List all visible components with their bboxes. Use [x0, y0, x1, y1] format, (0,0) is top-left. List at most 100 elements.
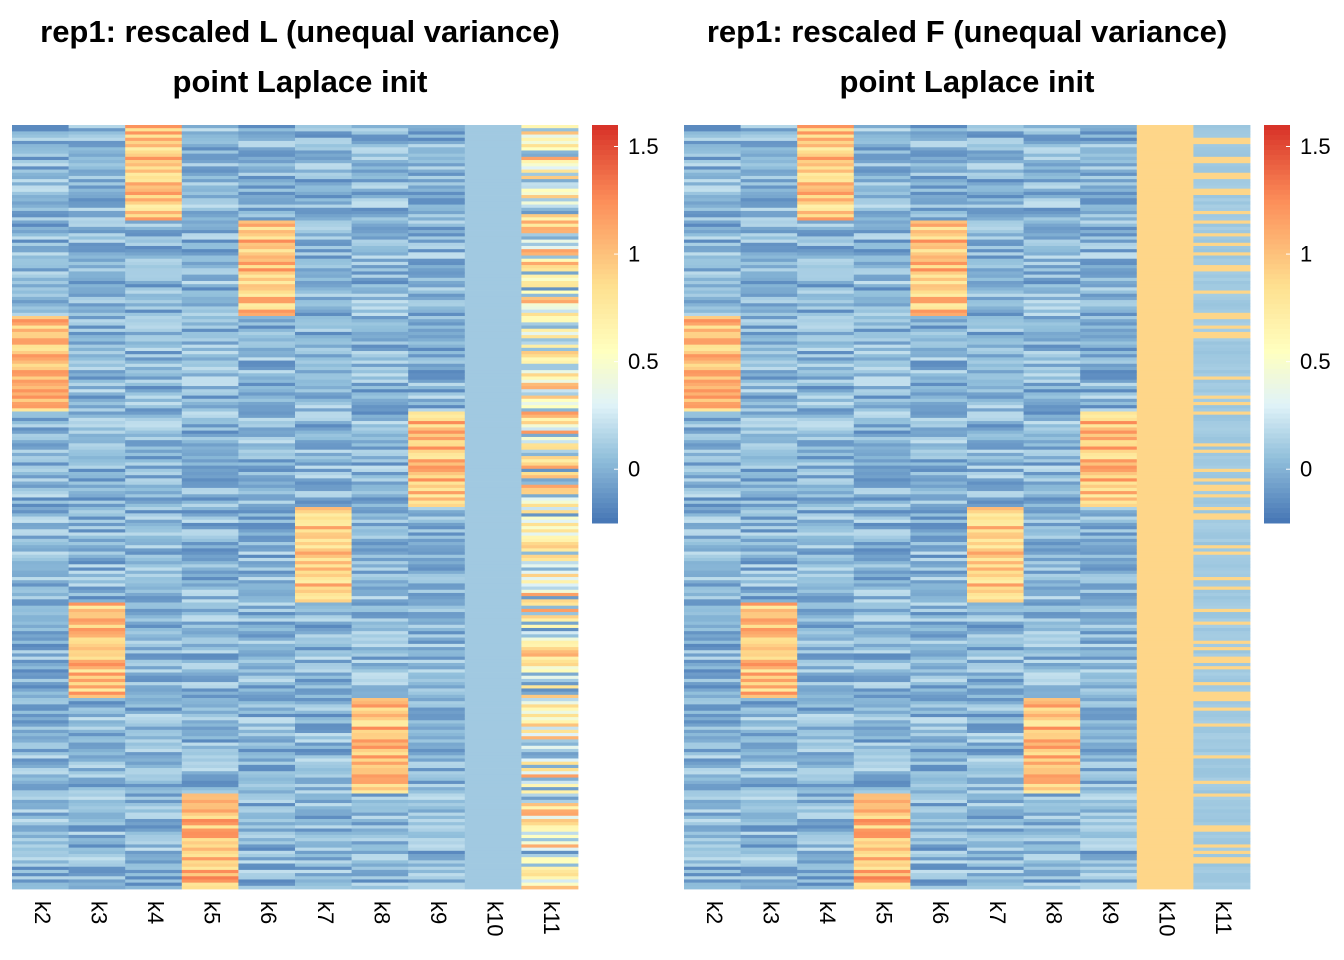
- heatmap-cell: [408, 535, 466, 540]
- heatmap-cell: [408, 662, 466, 667]
- heatmap-cell: [521, 720, 579, 724]
- heatmap-cell: [684, 255, 741, 260]
- heatmap-cell: [967, 790, 1024, 794]
- heatmap-cell: [853, 519, 911, 524]
- heatmap-cell: [181, 300, 239, 304]
- heatmap-cell: [1080, 144, 1138, 148]
- legend-swatch: [592, 209, 618, 216]
- heatmap-cell: [684, 742, 741, 747]
- heatmap-cell: [1080, 169, 1138, 174]
- heatmap-cell: [464, 503, 522, 508]
- heatmap-cell: [684, 672, 741, 677]
- heatmap-cell: [1023, 739, 1081, 743]
- legend-swatch: [592, 503, 618, 509]
- heatmap-cell: [853, 430, 911, 435]
- heatmap-cell: [853, 844, 911, 849]
- heatmap-cell: [238, 379, 296, 384]
- heatmap-cell: [797, 764, 855, 769]
- column-label-k7: k7: [985, 901, 1010, 924]
- heatmap-cell: [521, 169, 579, 174]
- heatmap-cell: [853, 462, 911, 467]
- legend-swatch: [1264, 338, 1290, 345]
- heatmap-cell: [408, 742, 466, 747]
- heatmap-cell: [295, 436, 352, 441]
- heatmap-cell: [1136, 532, 1194, 537]
- heatmap-cell: [295, 580, 352, 584]
- heatmap-cell: [351, 879, 409, 884]
- heatmap-cell: [351, 131, 409, 135]
- column-label-k11: k11: [1211, 901, 1236, 935]
- heatmap-cell: [684, 421, 741, 425]
- heatmap-cell: [464, 414, 522, 419]
- heatmap-cell: [740, 494, 798, 498]
- heatmap-cell: [910, 360, 968, 365]
- legend-swatch: [592, 453, 618, 459]
- heatmap-cell: [967, 787, 1024, 791]
- heatmap-cell: [967, 669, 1024, 673]
- heatmap-cell: [1023, 382, 1081, 387]
- heatmap-cell: [740, 271, 798, 276]
- heatmap-cell: [351, 828, 409, 833]
- heatmap-cell: [464, 818, 522, 823]
- heatmap-cell: [1136, 376, 1194, 381]
- heatmap-cell: [521, 150, 579, 155]
- heatmap-cell: [12, 271, 69, 276]
- heatmap-cell: [1136, 427, 1194, 431]
- heatmap-cell: [1080, 268, 1138, 272]
- heatmap-cell: [1080, 443, 1138, 447]
- heatmap-cell: [351, 631, 409, 635]
- heatmap-cell: [740, 169, 798, 174]
- heatmap-cell: [967, 150, 1024, 155]
- heatmap-cell: [408, 312, 466, 317]
- heatmap-cell: [797, 643, 855, 648]
- heatmap-cell: [797, 669, 855, 673]
- heatmap-cell: [1023, 344, 1081, 349]
- heatmap-cell: [295, 236, 352, 240]
- heatmap-cell: [1193, 758, 1251, 763]
- heatmap-cell: [521, 386, 579, 390]
- heatmap-cell: [684, 873, 741, 877]
- heatmap-cell: [408, 338, 466, 342]
- heatmap-cell: [910, 592, 968, 597]
- heatmap-cell: [125, 761, 183, 766]
- heatmap-cell: [853, 125, 911, 129]
- legend-swatch: [592, 408, 618, 415]
- heatmap-cell: [238, 195, 296, 199]
- heatmap-cell: [740, 179, 798, 183]
- heatmap-cell: [295, 242, 352, 247]
- heatmap-cell: [1136, 214, 1194, 218]
- heatmap-cell: [1080, 465, 1138, 470]
- heatmap-cell: [295, 303, 352, 307]
- column-label-k5: k5: [200, 901, 225, 924]
- heatmap-cell: [910, 300, 968, 304]
- heatmap-cell: [521, 771, 579, 775]
- heatmap-cell: [125, 433, 183, 438]
- heatmap-cell: [125, 589, 183, 594]
- heatmap-cell: [740, 567, 798, 572]
- heatmap-cell: [464, 268, 522, 272]
- heatmap-cell: [1080, 214, 1138, 218]
- heatmap-cell: [1080, 564, 1138, 568]
- chart-subtitle: point Laplace init: [172, 64, 428, 99]
- heatmap-cell: [351, 510, 409, 514]
- heatmap-cell: [1136, 822, 1194, 826]
- heatmap-cell: [1080, 328, 1138, 333]
- heatmap-cell: [125, 125, 183, 129]
- heatmap-cell: [464, 331, 522, 336]
- heatmap-cell: [853, 631, 911, 635]
- heatmap-cell: [295, 612, 352, 616]
- heatmap-cell: [125, 507, 183, 511]
- heatmap-cell: [238, 436, 296, 441]
- heatmap-cell: [351, 634, 409, 638]
- column-label-k3: k3: [86, 901, 111, 924]
- heatmap-cell: [1080, 280, 1138, 285]
- heatmap-cell: [12, 863, 69, 868]
- heatmap-cell: [797, 233, 855, 237]
- heatmap-cell: [1193, 863, 1251, 868]
- heatmap-cell: [408, 882, 466, 887]
- heatmap-cell: [740, 637, 798, 642]
- heatmap-cell: [797, 354, 855, 358]
- heatmap-cell: [464, 265, 522, 269]
- heatmap-cell: [521, 125, 579, 129]
- heatmap-cell: [1136, 239, 1194, 244]
